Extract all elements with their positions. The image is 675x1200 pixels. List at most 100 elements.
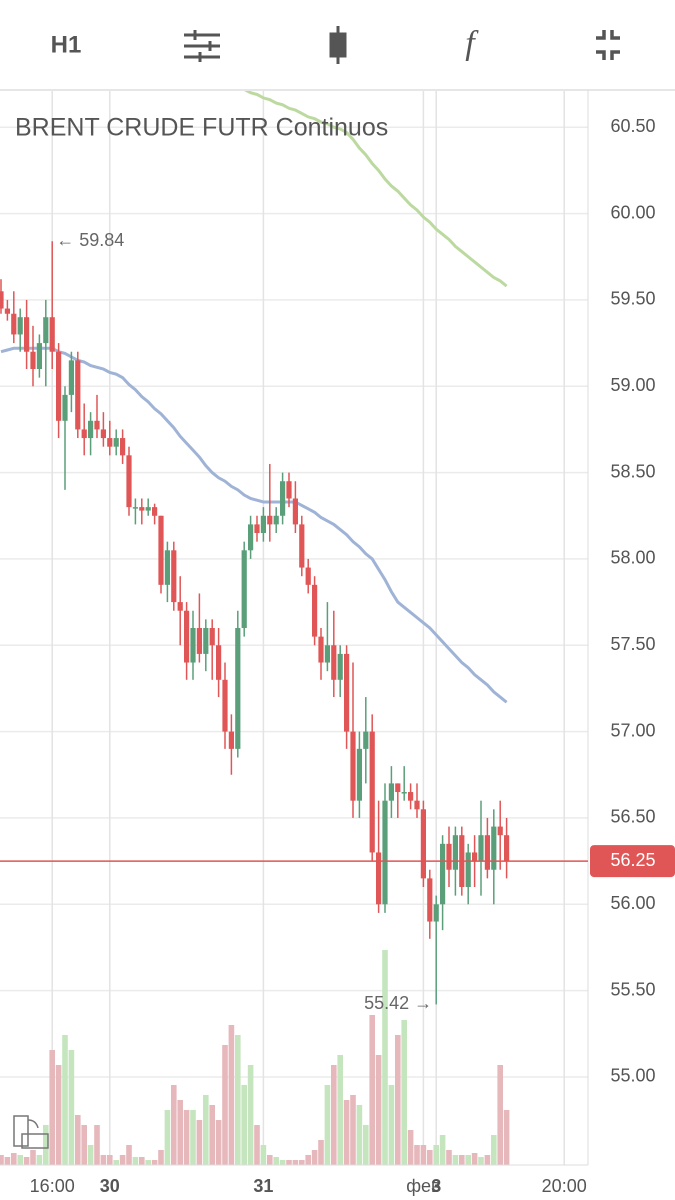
volume-bar bbox=[75, 1115, 81, 1165]
volume-bar bbox=[465, 1155, 471, 1165]
volume-bar bbox=[363, 1125, 369, 1165]
volume-bar bbox=[23, 1157, 30, 1165]
chart-title: BRENT CRUDE FUTR Continuos bbox=[15, 114, 388, 142]
volume-bar bbox=[497, 1065, 503, 1165]
candle-body bbox=[100, 429, 106, 439]
chart-type-icon[interactable] bbox=[329, 26, 347, 64]
volume-bar bbox=[190, 1110, 196, 1165]
candle-body bbox=[158, 515, 164, 585]
candle-body bbox=[203, 628, 209, 654]
candle-body bbox=[107, 438, 113, 447]
y-tick-label: 57.50 bbox=[610, 634, 655, 654]
grid bbox=[0, 91, 588, 1165]
candle-body bbox=[465, 852, 471, 888]
indicators-button[interactable]: f bbox=[465, 25, 479, 62]
volume-bar bbox=[311, 1150, 318, 1165]
candle-body bbox=[0, 291, 4, 309]
x-tick-label: фев bbox=[406, 1176, 440, 1196]
candle-body bbox=[280, 481, 286, 516]
moving-averages bbox=[0, 91, 508, 704]
candle-body bbox=[337, 653, 343, 680]
candles bbox=[0, 241, 510, 1005]
y-tick-label: 59.00 bbox=[610, 375, 655, 395]
candle-body bbox=[491, 826, 497, 870]
candle-body bbox=[376, 852, 382, 905]
volume-bar bbox=[215, 1120, 222, 1165]
timeframe-button[interactable]: H1 bbox=[51, 31, 82, 58]
volume-bar bbox=[401, 1020, 407, 1165]
volume-bar bbox=[382, 950, 388, 1165]
volume-bar bbox=[171, 1085, 177, 1165]
volume-bar bbox=[36, 1155, 43, 1165]
candle-body bbox=[88, 420, 94, 439]
candle-body bbox=[94, 420, 100, 430]
candle-body bbox=[113, 438, 119, 447]
volume-bar bbox=[484, 1155, 491, 1165]
candle-body bbox=[484, 835, 490, 870]
volume-bar bbox=[49, 1050, 55, 1165]
volume-bar bbox=[433, 1145, 439, 1165]
volume-bar bbox=[222, 1045, 228, 1165]
settings-icon[interactable] bbox=[184, 30, 220, 62]
candle-body bbox=[312, 584, 318, 637]
candle-body bbox=[222, 679, 228, 732]
volume-bar bbox=[43, 1125, 49, 1165]
extreme-annotation: ← 59.84 bbox=[56, 230, 124, 250]
volume-toggle-icon[interactable] bbox=[13, 1115, 49, 1149]
candle-body bbox=[30, 351, 36, 369]
volume-bar bbox=[62, 1035, 68, 1165]
candle-body bbox=[43, 317, 49, 344]
candle-body bbox=[228, 731, 234, 749]
volume-bar bbox=[260, 1145, 267, 1165]
y-tick-label: 55.00 bbox=[610, 1066, 655, 1086]
candle-body bbox=[292, 498, 298, 525]
volume-bar bbox=[68, 1050, 75, 1165]
volume-bar bbox=[292, 1160, 299, 1165]
candle-body bbox=[36, 343, 42, 369]
volume-bar bbox=[503, 1110, 510, 1165]
y-tick-label: 59.50 bbox=[610, 289, 655, 309]
candle-body bbox=[248, 524, 254, 551]
candle-body bbox=[17, 317, 23, 335]
candle-body bbox=[369, 731, 375, 853]
candle-body bbox=[241, 550, 247, 628]
candle-body bbox=[81, 429, 87, 439]
candle-body bbox=[363, 731, 369, 749]
volume-bar bbox=[427, 1150, 433, 1165]
volume-bar bbox=[254, 1125, 260, 1165]
volume-bar bbox=[407, 1130, 414, 1165]
volume-bar bbox=[0, 1155, 4, 1165]
volume bbox=[0, 950, 510, 1165]
volume-bar bbox=[273, 1157, 279, 1165]
candle-body bbox=[408, 792, 414, 801]
volume-bar bbox=[452, 1155, 459, 1165]
volume-bar bbox=[183, 1110, 190, 1165]
candle-body bbox=[382, 800, 388, 905]
x-tick-label: 31 bbox=[253, 1176, 273, 1196]
candle-body bbox=[446, 843, 452, 870]
candle-body bbox=[440, 843, 446, 905]
volume-bar bbox=[388, 1085, 395, 1165]
candle-body bbox=[209, 628, 215, 646]
candle-body bbox=[497, 826, 503, 836]
candle-body bbox=[152, 507, 158, 516]
candle-body bbox=[452, 835, 458, 870]
candle-body bbox=[305, 567, 311, 585]
volume-bar bbox=[81, 1125, 87, 1165]
candle-body bbox=[4, 308, 10, 314]
fullscreen-icon[interactable] bbox=[596, 30, 620, 60]
volume-bar bbox=[94, 1125, 100, 1165]
candle-body bbox=[286, 481, 292, 499]
candle-body bbox=[139, 507, 145, 511]
volume-bar bbox=[375, 1055, 382, 1165]
x-tick-label: 16:00 bbox=[30, 1176, 75, 1196]
volume-bar bbox=[478, 1157, 484, 1165]
candle-body bbox=[132, 507, 138, 509]
candle-body bbox=[260, 515, 266, 534]
candle-body bbox=[254, 524, 260, 534]
candle-body bbox=[433, 904, 439, 922]
candle-body bbox=[177, 602, 183, 611]
volume-bar bbox=[87, 1145, 94, 1165]
candle-body bbox=[504, 835, 510, 862]
